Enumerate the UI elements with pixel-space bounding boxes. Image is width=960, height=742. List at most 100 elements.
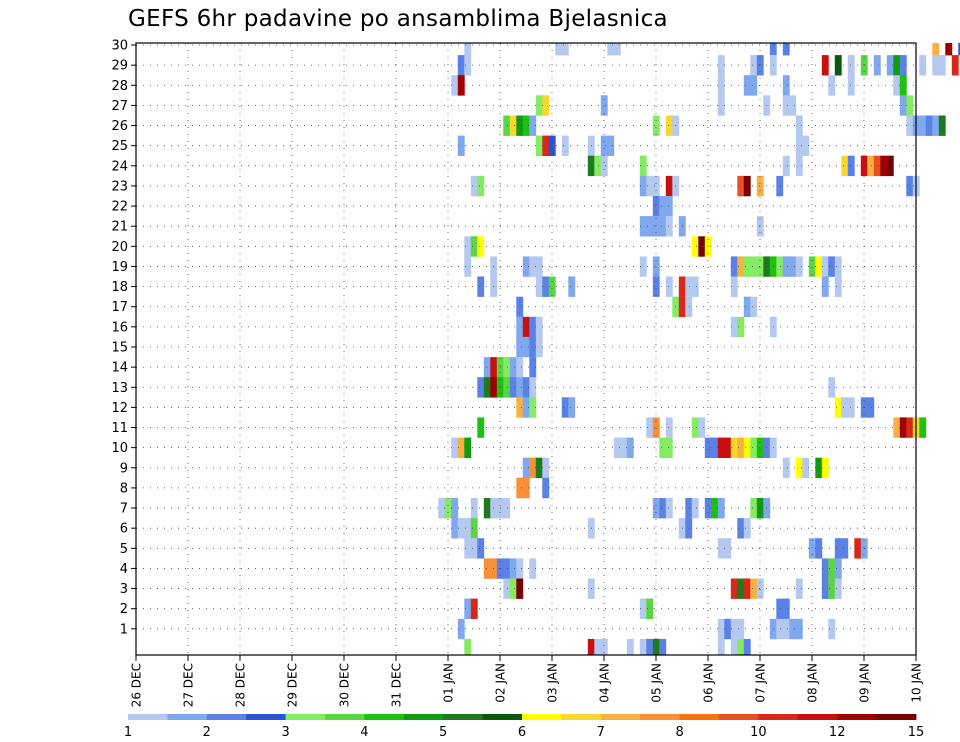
heatmap-cell [737,256,745,277]
heatmap-cell [717,638,725,656]
heatmap-cell [730,618,738,640]
heatmap-cell [483,498,491,519]
heatmap-cell [691,417,699,438]
heatmap-cell [743,638,751,656]
x-tick-label: 30 DEC [338,663,352,707]
heatmap-cell [685,276,693,297]
heatmap-cell [730,256,738,277]
colorbar-swatch [285,714,326,720]
heatmap-cell [509,558,517,579]
heatmap-cell [899,55,907,76]
y-tick-label: 8 [120,481,128,496]
heatmap-cell [522,397,530,418]
heatmap-cell [834,538,842,559]
heatmap-cell [782,457,790,479]
heatmap-cell [737,316,745,338]
heatmap-cell [516,296,524,318]
heatmap-cell [535,336,543,358]
heatmap-cell [568,397,576,418]
heatmap-cell [730,316,738,338]
heatmap-cell [639,256,647,277]
x-tick-label: 01 JAN [442,663,456,703]
heatmap-cell [685,518,693,539]
heatmap-cell [470,598,478,619]
heatmap-cell [639,216,647,237]
heatmap-cell [438,498,446,519]
heatmap-cell [867,155,875,177]
heatmap-cell [477,175,485,197]
x-tick-label: 06 JAN [702,663,716,703]
y-tick-label: 12 [111,401,128,416]
x-tick-label: 27 DEC [182,663,196,707]
y-tick-label: 14 [111,361,128,376]
heatmap-cell [724,437,732,458]
heatmap-cell [945,43,953,56]
heatmap-cell [516,316,524,338]
heatmap-cell [769,43,777,56]
heatmap-cell [737,437,745,458]
y-tick-label: 24 [111,159,128,174]
colorbar-swatch [561,714,602,720]
heatmap-cell [847,75,855,96]
heatmap-cell [795,618,803,640]
heatmap-cell [886,55,894,76]
heatmap-cell [503,115,511,136]
colorbar-swatch [837,714,877,720]
heatmap-cell [795,457,803,479]
y-tick-label: 17 [111,300,128,315]
y-tick-label: 18 [111,280,128,295]
heatmap-cell [503,558,511,579]
heatmap-cell [795,256,803,277]
heatmap-cell [516,377,524,398]
heatmap-cell [659,638,667,656]
heatmap-cell [841,538,849,559]
heatmap-cell [561,135,569,156]
heatmap-cell [750,55,758,76]
heatmap-cell [652,196,660,217]
heatmap-cell [880,155,888,177]
heatmap-cell [646,417,654,438]
heatmap-cell [737,638,745,656]
heatmap-cell [535,95,543,116]
heatmap-cell [828,578,836,599]
heatmap-cell [750,256,758,277]
heatmap-cell [457,135,465,156]
y-tick-label: 10 [111,441,128,456]
heatmap-cell [483,377,491,398]
heatmap-cell [665,196,673,217]
colorbar-swatch [679,714,720,720]
heatmap-cell [561,43,569,56]
heatmap-cell [451,518,459,539]
heatmap-cell [919,417,927,438]
heatmap-cell [873,55,881,76]
colorbar-swatch [246,714,286,720]
heatmap-cell [847,397,855,418]
heatmap-cell [717,437,725,458]
heatmap-cell [652,256,660,277]
heatmap-cell [457,75,465,96]
heatmap-cell [867,397,875,418]
heatmap-cell [620,437,628,458]
heatmap-cell [743,175,751,197]
heatmap-cell [815,256,823,277]
colorbar: 1234567810121520 [124,714,924,740]
y-tick-label: 3 [120,582,128,597]
heatmap-cell [626,638,634,656]
heatmap-cell [834,276,842,297]
heatmap-cell [516,336,524,358]
heatmap-cell [522,115,530,136]
heatmap-cell [535,256,543,277]
heatmap-cell [756,498,764,519]
heatmap-cell [535,135,543,156]
x-tick-label: 26 DEC [130,663,144,707]
heatmap-cell [730,638,738,656]
heatmap-cell [802,135,810,156]
colorbar-label: 8 [675,725,683,740]
heatmap-cell [464,538,472,559]
heatmap-cell [756,256,764,277]
heatmap-cell [893,417,901,438]
y-tick-label: 21 [111,220,128,235]
heatmap-cell [789,95,797,116]
y-tick-label: 13 [111,381,128,396]
heatmap-cell [516,115,524,136]
